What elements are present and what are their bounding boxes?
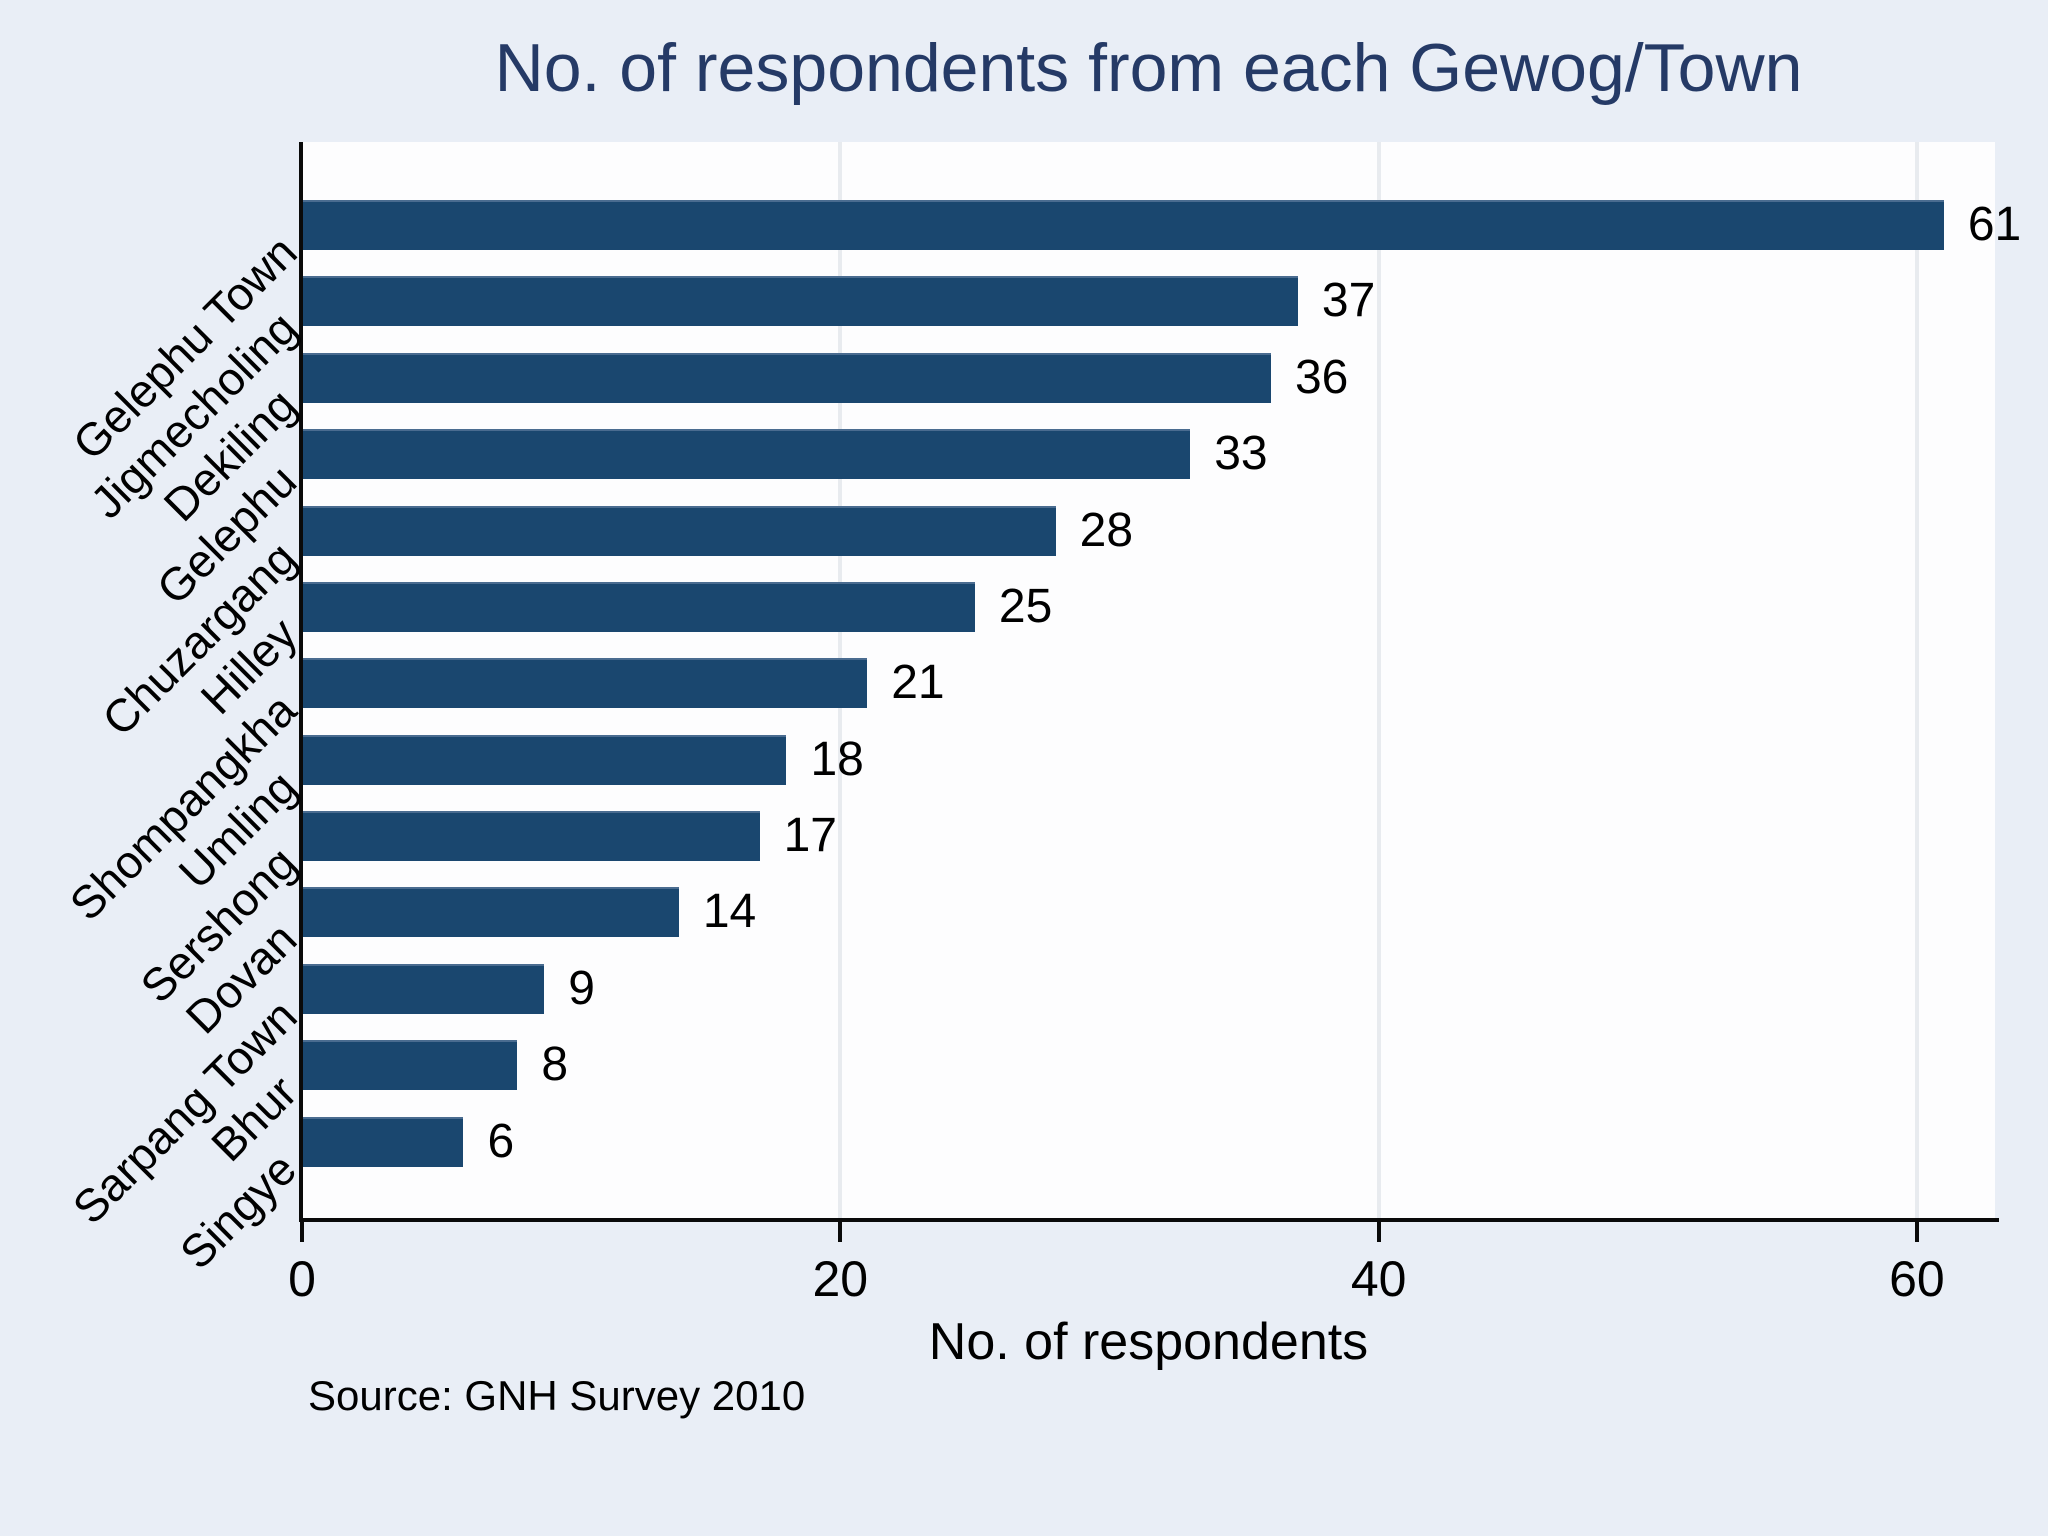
gridline-x-40 <box>1376 142 1381 1218</box>
source-note: Source: GNH Survey 2010 <box>308 1372 806 1419</box>
bar-chuzargang <box>302 505 1056 556</box>
bar-sarpang-town <box>302 963 545 1014</box>
bar-dovan <box>302 887 679 938</box>
bar-shompangkha <box>302 658 868 709</box>
x-tick-0 <box>300 1222 304 1242</box>
x-axis-line <box>299 1218 1999 1222</box>
plot-area: 61 37 36 33 28 25 21 18 17 14 9 8 6 <box>302 142 2021 1218</box>
bar-value-label: 21 <box>891 656 945 710</box>
x-tick-40 <box>1376 1222 1381 1242</box>
x-tick-label-40: 40 <box>1350 1251 1407 1307</box>
chart-title: No. of respondents from each Gewog/Town <box>494 30 1803 106</box>
bar-value-label: 33 <box>1214 427 1268 481</box>
bar-gelephu <box>302 429 1191 480</box>
x-axis-title: No. of respondents <box>928 1313 1369 1371</box>
bar-value-label: 9 <box>568 961 595 1015</box>
bar-value-label: 36 <box>1294 350 1349 404</box>
bar-value-label: 8 <box>541 1038 569 1092</box>
bar-value-label: 18 <box>810 732 864 786</box>
bar-value-label: 14 <box>702 885 757 939</box>
bar-dekiling <box>302 352 1271 403</box>
x-tick-60 <box>1914 1222 1919 1242</box>
bar-value-label: 28 <box>1079 503 1134 557</box>
bar-value-label: 6 <box>487 1114 515 1168</box>
bar-bhur <box>302 1040 518 1091</box>
bar-value-label: 61 <box>1967 198 2022 251</box>
bar-jigmecholing <box>302 276 1298 327</box>
bar-gelephu-town <box>302 200 1944 250</box>
x-tick-label-60: 60 <box>1889 1251 1945 1307</box>
bar-umling <box>302 734 787 785</box>
x-tick-label-20: 20 <box>812 1251 869 1307</box>
x-tick-label-0: 0 <box>288 1251 316 1307</box>
x-tick-20 <box>838 1222 843 1242</box>
y-axis-line <box>299 142 303 1222</box>
bar-value-label: 17 <box>783 809 837 863</box>
bar-value-label: 37 <box>1321 274 1376 328</box>
bar-hilley <box>302 581 975 632</box>
gridline-x-60 <box>1914 142 1919 1218</box>
bar-sershong <box>302 811 760 862</box>
bar-singye <box>302 1116 464 1167</box>
bar-value-label: 25 <box>998 579 1053 633</box>
